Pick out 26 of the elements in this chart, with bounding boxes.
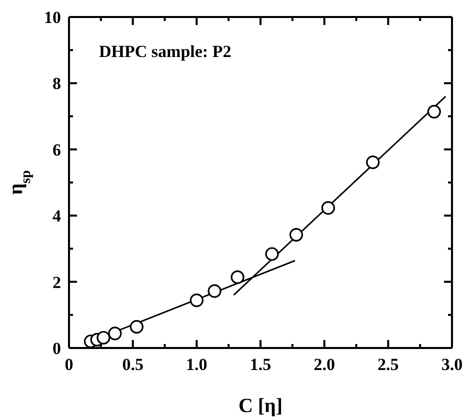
point bbox=[265, 247, 279, 261]
point bbox=[190, 294, 204, 308]
x-tick-label: 1.5 bbox=[250, 355, 272, 374]
point bbox=[130, 320, 144, 334]
x-tick-label: 1.0 bbox=[186, 355, 208, 374]
x-tick-label: 0 bbox=[64, 355, 74, 374]
x-tick-label: 0.5 bbox=[122, 355, 144, 374]
point bbox=[289, 228, 304, 242]
x-tick-label: 2.0 bbox=[314, 355, 335, 374]
y-tick-label: 10 bbox=[44, 8, 61, 27]
point bbox=[108, 326, 122, 340]
y-tick-label: 8 bbox=[52, 74, 61, 94]
annotation: DHPC sample: P2 bbox=[99, 42, 232, 62]
y-tick-label: 6 bbox=[52, 140, 61, 160]
x-axis-title: C [η] bbox=[238, 395, 283, 417]
x-tick-label: 3.0 bbox=[441, 355, 463, 374]
y-tick-label: 0 bbox=[52, 339, 61, 358]
point bbox=[208, 284, 222, 298]
point bbox=[321, 201, 335, 215]
point bbox=[427, 104, 441, 118]
y-tick-label: 2 bbox=[52, 272, 61, 292]
x-tick-label: 2.5 bbox=[378, 355, 399, 374]
point bbox=[230, 270, 244, 284]
point bbox=[96, 330, 110, 345]
y-tick-label: 4 bbox=[52, 206, 62, 226]
point bbox=[366, 156, 380, 170]
